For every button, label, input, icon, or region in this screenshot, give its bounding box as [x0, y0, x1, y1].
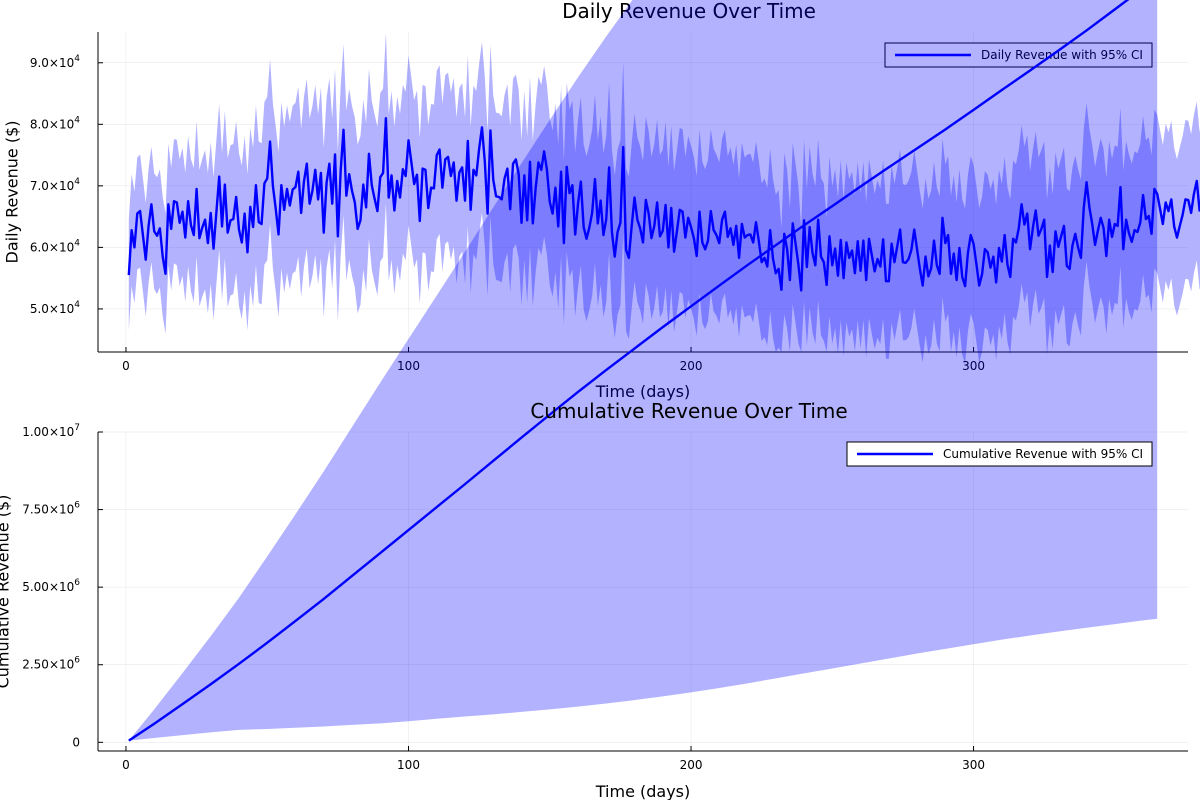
- y-tick-mantissa: 7.50×10: [22, 503, 74, 517]
- y-tick-label: 2.50×106: [22, 656, 80, 672]
- daily-revenue-panel: 0 100 200 3005.0×1046.0×1047.0×1048.0×1049.…: [3, 0, 1200, 401]
- y-tick-label: 9.0×104: [30, 54, 80, 70]
- confidence-band: [128, 0, 1158, 741]
- y-tick-label: 0: [72, 735, 80, 749]
- y-tick-mantissa: 7.0×10: [30, 179, 74, 193]
- x-axis-label: Time (days): [595, 382, 691, 401]
- x-tick-label: 300: [962, 758, 985, 772]
- y-tick-exponent: 7: [74, 423, 80, 433]
- y-tick-mantissa: 5.0×10: [30, 302, 74, 316]
- confidence-band: [128, 32, 1200, 364]
- x-tick-label: 200: [680, 758, 703, 772]
- y-tick-exponent: 4: [74, 238, 80, 248]
- y-tick-label: 5.00×106: [22, 578, 80, 594]
- x-tick-label: 300: [962, 359, 985, 373]
- x-tick-label: 0: [122, 359, 130, 373]
- y-tick-mantissa: 1.00×10: [22, 425, 74, 439]
- y-tick-exponent: 4: [74, 115, 80, 125]
- y-axis-label: Cumulative Revenue ($): [0, 495, 13, 689]
- y-tick-mantissa: 8.0×10: [30, 117, 74, 131]
- y-tick-mantissa: 9.0×10: [30, 56, 74, 70]
- series-line: [128, 0, 1130, 742]
- legend-label: Daily Revenue with 95% CI: [981, 48, 1143, 62]
- y-tick-exponent: 4: [74, 177, 80, 187]
- y-tick-mantissa: 0: [72, 735, 80, 749]
- chart-title: Daily Revenue Over Time: [562, 0, 816, 23]
- x-tick-label: 100: [397, 359, 420, 373]
- y-tick-mantissa: 2.50×10: [22, 658, 74, 672]
- chart-title: Cumulative Revenue Over Time: [530, 399, 847, 423]
- series-0: [127, 32, 1200, 364]
- y-tick-exponent: 6: [74, 578, 80, 588]
- y-tick-label: 7.50×106: [22, 501, 80, 517]
- grid: [98, 431, 1188, 751]
- x-tick-label: 0: [122, 758, 130, 772]
- x-axis-label: Time (days): [595, 782, 691, 800]
- y-tick-exponent: 6: [74, 501, 80, 511]
- y-tick-exponent: 6: [74, 656, 80, 666]
- legend: Daily Revenue with 95% CI: [884, 42, 1153, 68]
- y-tick-exponent: 4: [74, 54, 80, 64]
- y-tick-label: 6.0×104: [30, 238, 80, 254]
- y-tick-label: 7.0×104: [30, 177, 80, 193]
- legend-label: Cumulative Revenue with 95% CI: [943, 447, 1143, 461]
- series-line: [127, 116, 1200, 292]
- y-axis-label: Daily Revenue ($): [3, 121, 22, 264]
- y-tick-label: 8.0×104: [30, 115, 80, 131]
- y-tick-mantissa: 6.0×10: [30, 240, 74, 254]
- x-tick-label: 200: [680, 359, 703, 373]
- y-tick-mantissa: 5.00×10: [22, 580, 74, 594]
- series-0: [128, 0, 1158, 742]
- y-tick-label: 5.0×104: [30, 300, 80, 316]
- x-tick-label: 100: [397, 758, 420, 772]
- y-tick-label: 1.00×107: [22, 423, 80, 439]
- y-tick-exponent: 4: [74, 300, 80, 310]
- legend: Cumulative Revenue with 95% CI: [846, 441, 1153, 467]
